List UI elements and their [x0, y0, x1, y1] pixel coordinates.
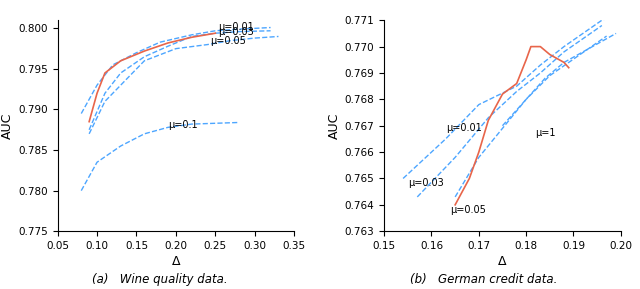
Text: μ=1: μ=1 — [536, 128, 556, 138]
Text: μ=0.01: μ=0.01 — [218, 22, 254, 32]
Y-axis label: AUC: AUC — [1, 112, 14, 139]
Text: (a)   Wine quality data.: (a) Wine quality data. — [92, 273, 228, 286]
Text: μ=0.05: μ=0.05 — [210, 36, 246, 46]
Y-axis label: AUC: AUC — [328, 112, 340, 139]
X-axis label: Δ: Δ — [498, 255, 507, 268]
Text: μ=0.1: μ=0.1 — [168, 120, 198, 130]
Text: μ=0.03: μ=0.03 — [218, 27, 254, 37]
Text: (b)   German credit data.: (b) German credit data. — [410, 273, 557, 286]
Text: μ=0.01: μ=0.01 — [445, 123, 481, 133]
X-axis label: Δ: Δ — [172, 255, 180, 268]
Text: μ=0.05: μ=0.05 — [451, 205, 486, 215]
Text: μ=0.03: μ=0.03 — [408, 178, 444, 188]
